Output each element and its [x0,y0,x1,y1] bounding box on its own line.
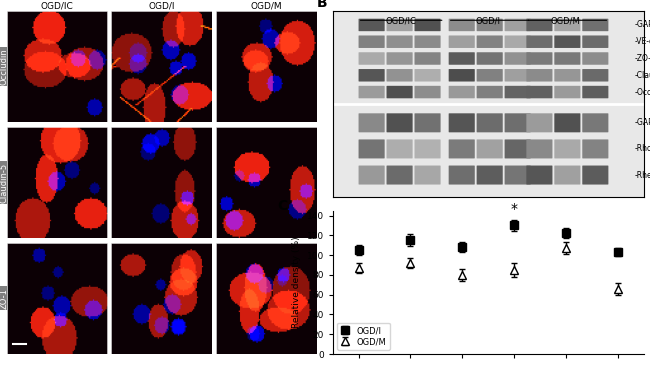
FancyBboxPatch shape [359,69,385,81]
FancyBboxPatch shape [448,166,474,185]
FancyBboxPatch shape [504,166,530,185]
FancyBboxPatch shape [476,52,502,65]
FancyBboxPatch shape [504,19,530,31]
FancyBboxPatch shape [526,69,552,81]
FancyBboxPatch shape [554,19,580,31]
FancyBboxPatch shape [476,69,502,81]
FancyBboxPatch shape [476,166,502,185]
Text: -VE-cadherin: -VE-cadherin [634,37,650,46]
FancyBboxPatch shape [359,113,385,132]
FancyBboxPatch shape [526,86,552,98]
FancyBboxPatch shape [387,86,413,98]
Y-axis label: Claudin-5: Claudin-5 [0,162,8,203]
FancyBboxPatch shape [387,19,413,31]
Y-axis label: Occludin: Occludin [0,48,8,85]
Y-axis label: ZO-1: ZO-1 [0,288,8,309]
FancyBboxPatch shape [476,35,502,48]
Text: -RhoA: -RhoA [634,145,650,153]
Text: *: * [510,201,517,216]
Text: C: C [277,199,287,213]
FancyBboxPatch shape [387,139,413,158]
FancyBboxPatch shape [448,35,474,48]
FancyBboxPatch shape [554,113,580,132]
FancyBboxPatch shape [582,113,608,132]
FancyBboxPatch shape [387,52,413,65]
FancyBboxPatch shape [415,113,441,132]
Title: OGD/I: OGD/I [149,1,175,10]
FancyBboxPatch shape [387,166,413,185]
FancyBboxPatch shape [504,86,530,98]
FancyBboxPatch shape [504,52,530,65]
FancyBboxPatch shape [526,52,552,65]
FancyBboxPatch shape [387,69,413,81]
FancyBboxPatch shape [415,69,441,81]
Text: -ZO-1: -ZO-1 [634,54,650,63]
Text: -Claudin-5: -Claudin-5 [634,71,650,80]
FancyBboxPatch shape [526,19,552,31]
FancyBboxPatch shape [582,69,608,81]
FancyBboxPatch shape [554,69,580,81]
Text: -Occludin: -Occludin [634,88,650,97]
FancyBboxPatch shape [526,113,552,132]
FancyBboxPatch shape [448,86,474,98]
FancyBboxPatch shape [415,35,441,48]
FancyBboxPatch shape [415,86,441,98]
Legend: OGD/I, OGD/M: OGD/I, OGD/M [337,323,390,350]
FancyBboxPatch shape [387,113,413,132]
FancyBboxPatch shape [582,86,608,98]
FancyBboxPatch shape [554,139,580,158]
FancyBboxPatch shape [504,35,530,48]
FancyBboxPatch shape [387,35,413,48]
FancyBboxPatch shape [448,52,474,65]
FancyBboxPatch shape [504,113,530,132]
FancyBboxPatch shape [448,139,474,158]
Y-axis label: Relative density (%): Relative density (%) [292,237,301,328]
FancyBboxPatch shape [582,19,608,31]
Text: -Rheb: -Rheb [634,170,650,180]
FancyBboxPatch shape [359,35,385,48]
Text: -GAPDH: -GAPDH [634,20,650,30]
FancyBboxPatch shape [504,139,530,158]
FancyBboxPatch shape [448,19,474,31]
Text: OGD/I: OGD/I [476,16,501,26]
FancyBboxPatch shape [476,113,502,132]
FancyBboxPatch shape [554,86,580,98]
Text: OGD/IC: OGD/IC [385,16,417,26]
FancyBboxPatch shape [582,139,608,158]
FancyBboxPatch shape [554,52,580,65]
FancyBboxPatch shape [526,166,552,185]
FancyBboxPatch shape [359,166,385,185]
FancyBboxPatch shape [415,166,441,185]
FancyBboxPatch shape [448,69,474,81]
FancyBboxPatch shape [448,113,474,132]
FancyBboxPatch shape [359,19,385,31]
FancyBboxPatch shape [582,166,608,185]
FancyBboxPatch shape [476,139,502,158]
FancyBboxPatch shape [476,86,502,98]
FancyBboxPatch shape [415,139,441,158]
FancyBboxPatch shape [504,69,530,81]
Title: OGD/M: OGD/M [251,1,283,10]
Text: B: B [317,0,328,10]
FancyBboxPatch shape [476,19,502,31]
FancyBboxPatch shape [554,35,580,48]
Text: OGD/M: OGD/M [551,16,580,26]
FancyBboxPatch shape [526,139,552,158]
FancyBboxPatch shape [415,52,441,65]
FancyBboxPatch shape [582,35,608,48]
FancyBboxPatch shape [359,86,385,98]
FancyBboxPatch shape [554,166,580,185]
Title: OGD/IC: OGD/IC [40,1,73,10]
FancyBboxPatch shape [359,52,385,65]
FancyBboxPatch shape [415,19,441,31]
FancyBboxPatch shape [359,139,385,158]
Text: -GAPDH: -GAPDH [634,118,650,127]
FancyBboxPatch shape [582,52,608,65]
FancyBboxPatch shape [526,35,552,48]
